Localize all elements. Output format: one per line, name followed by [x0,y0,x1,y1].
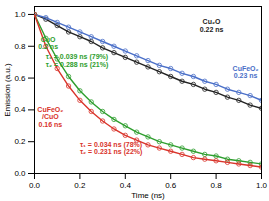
svg-text:0.6: 0.6 [14,74,26,83]
svg-text:Time (ns): Time (ns) [131,191,165,200]
svg-text:0.0: 0.0 [14,169,26,178]
svg-text:0.2: 0.2 [14,137,26,146]
svg-text:τ₁ = 0.039 ns (79%)τ₂ = 0.288: τ₁ = 0.039 ns (79%)τ₂ = 0.288 ns (21%) [46,53,108,68]
svg-text:CuFeO₂0.23 ns: CuFeO₂0.23 ns [233,65,259,79]
svg-text:0.2: 0.2 [74,181,86,190]
svg-text:CuFeO₂/CuO0.16 ns: CuFeO₂/CuO0.16 ns [37,106,63,128]
svg-text:Cu₂O0.22 ns: Cu₂O0.22 ns [200,18,224,32]
svg-text:0.8: 0.8 [211,181,223,190]
svg-text:0.4: 0.4 [14,105,26,114]
svg-text:0.8: 0.8 [14,42,26,51]
svg-text:τ₁ = 0.034 ns (78%)τ₂ = 0.231: τ₁ = 0.034 ns (78%)τ₂ = 0.231 ns (22%) [80,141,142,156]
svg-text:0.0: 0.0 [29,181,41,190]
svg-text:Emission (a.u.): Emission (a.u.) [3,63,12,117]
svg-text:0.6: 0.6 [165,181,177,190]
svg-text:1.0: 1.0 [14,10,26,19]
svg-text:CuO0.2 ns: CuO0.2 ns [38,36,58,50]
svg-text:1.0: 1.0 [256,181,268,190]
svg-text:0.4: 0.4 [120,181,132,190]
